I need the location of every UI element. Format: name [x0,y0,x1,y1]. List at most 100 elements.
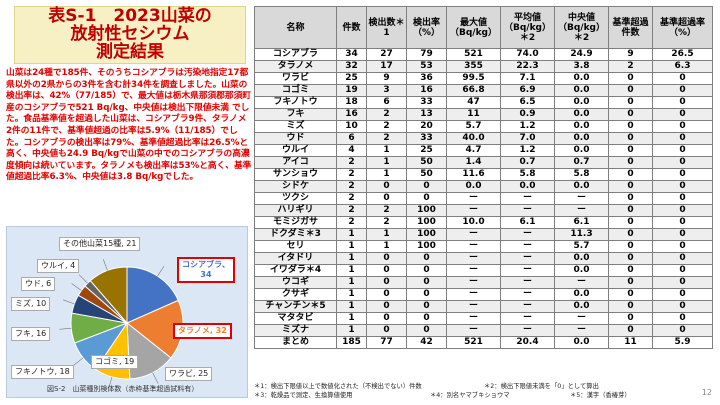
table-cell: 0 [366,300,407,313]
table-cell: 66.8 [446,84,501,97]
table-cell: ー [500,288,555,301]
table-cell: ー [446,324,501,337]
row-name-cell: ワラビ [254,72,337,85]
table-cell: 521 [446,48,501,61]
table-cell: 2 [336,216,367,229]
table-cell: 99.5 [446,72,501,85]
row-name-cell: チャンチン＊5 [254,300,337,313]
pie-leader-line [59,327,72,330]
table-cell: 9 [608,48,653,61]
table-row: フキ 16 2 13 11 0.9 0.0 0 0 [254,108,713,121]
table-cell: 0 [366,324,407,337]
pie-leader-line [102,259,108,271]
table-cell: 11 [446,108,501,121]
table-row: ウド 6 2 33 40.0 7.0 0.0 0 0 [254,132,713,145]
table-row: ドクダミ＊3 1 1 100 ーー 11.3 0 0 [254,228,713,241]
table-cell: 3.8 [554,60,609,73]
row-name-cell: イタドリ [254,252,337,265]
table-cell: 74.0 [500,48,555,61]
table-cell: 3 [366,84,407,97]
table-cell: 5.7 [446,120,501,133]
row-name-cell: ウルイ [254,144,337,157]
table-cell: 0 [652,144,713,157]
table-cell: 6 [336,132,367,145]
header-cell: 検出率（%） [406,6,447,49]
table-cell: 0 [652,132,713,145]
pie-leader-line [78,274,88,284]
table-cell: 2 [336,180,367,193]
footnote-3: ＊3：乾燥品で測定、生換算値使用 [254,392,353,399]
table-cell: 5.9 [652,336,713,349]
table-cell: 1 [336,252,367,265]
footnote-2: ＊2：検出下限値未満を「0」として算出 [484,383,599,390]
header-cell: 中央値（Bq/kg）＊2 [554,6,609,49]
table-cell: ー [554,276,609,289]
row-name-cell: ハリギリ [254,204,337,217]
pie-slice [89,266,128,325]
pie-slice-label: フキノトウ, 18 [11,365,74,379]
table-cell: 100 [406,216,447,229]
table-cell: 5.7 [554,240,609,253]
table-cell: 0 [608,156,653,169]
table-cell: 0 [406,180,447,193]
table-cell: 27 [366,48,407,61]
table-cell: 0.0 [554,96,609,109]
table-cell: 1.2 [500,144,555,157]
table-cell: 7.1 [500,72,555,85]
table-cell: 0 [366,312,407,325]
row-name-cell: ウコギ [254,276,337,289]
page-number: 12 [701,388,712,397]
results-table: 名称 件数 検出数＊1 検出率（%） 最大値（Bq/kg） 平均値（Bq/kg）＊2 中央値… [254,6,713,349]
table-cell: 1 [336,228,367,241]
table-cell: 0 [608,240,653,253]
table-cell: ー [500,324,555,337]
table-cell: 1.4 [446,156,501,169]
table-header-row: 名称 件数 検出数＊1 検出率（%） 最大値（Bq/kg） 平均値（Bq/kg）＊2 中央値… [254,6,713,49]
table-row: タラノメ 32 17 53 355 22.3 3.8 2 6.3 [254,60,713,73]
table-cell: 0 [608,312,653,325]
table-cell: 50 [406,156,447,169]
table-cell: 2 [336,156,367,169]
table-cell: 0 [652,288,713,301]
table-cell: ー [446,300,501,313]
table-cell: 77 [366,336,407,349]
row-name-cell: コゴミ [254,84,337,97]
table-cell: 0 [608,144,653,157]
header-cell: 最大値（Bq/kg） [446,6,501,49]
table-cell: 0.9 [500,108,555,121]
table-cell: 11.6 [446,168,501,181]
table-cell: 16 [336,108,367,121]
table-cell: ー [446,228,501,241]
table-cell: 0 [608,120,653,133]
table-cell: ー [446,288,501,301]
row-name-cell: ミズ [254,120,337,133]
table-cell: ー [500,312,555,325]
table-cell: 1 [336,288,367,301]
table-cell: ー [554,204,609,217]
row-name-cell: アイコ [254,156,337,169]
row-name-cell: サンショウ [254,168,337,181]
row-name-cell: クサギ [254,288,337,301]
table-cell: 2 [366,216,407,229]
table-cell: 2 [366,132,407,145]
table-cell: ー [446,204,501,217]
table-cell: 53 [406,60,447,73]
table-cell: 42 [406,336,447,349]
table-cell: 1 [336,276,367,289]
table-cell: 40.0 [446,132,501,145]
row-name-cell: マタタビ [254,312,337,325]
table-cell: 4.7 [446,144,501,157]
pie-slice [126,266,179,324]
table-cell: 16 [406,84,447,97]
table-cell: ー [500,252,555,265]
table-cell: 6.5 [500,96,555,109]
footnote-5: ＊5：漢字（香椿芽） [570,392,631,399]
table-cell: 47 [446,96,501,109]
table-cell: 11.3 [554,228,609,241]
table-cell: 0 [366,288,407,301]
table-row: ウルイ 4 1 25 4.7 1.2 0.0 0 0 [254,144,713,157]
header-cell: 検出数＊1 [366,6,407,49]
footnote-4: ＊4：別名ヤマブキショウマ [430,392,510,399]
table-cell: 0 [652,168,713,181]
header-cell: 名称 [254,6,337,49]
